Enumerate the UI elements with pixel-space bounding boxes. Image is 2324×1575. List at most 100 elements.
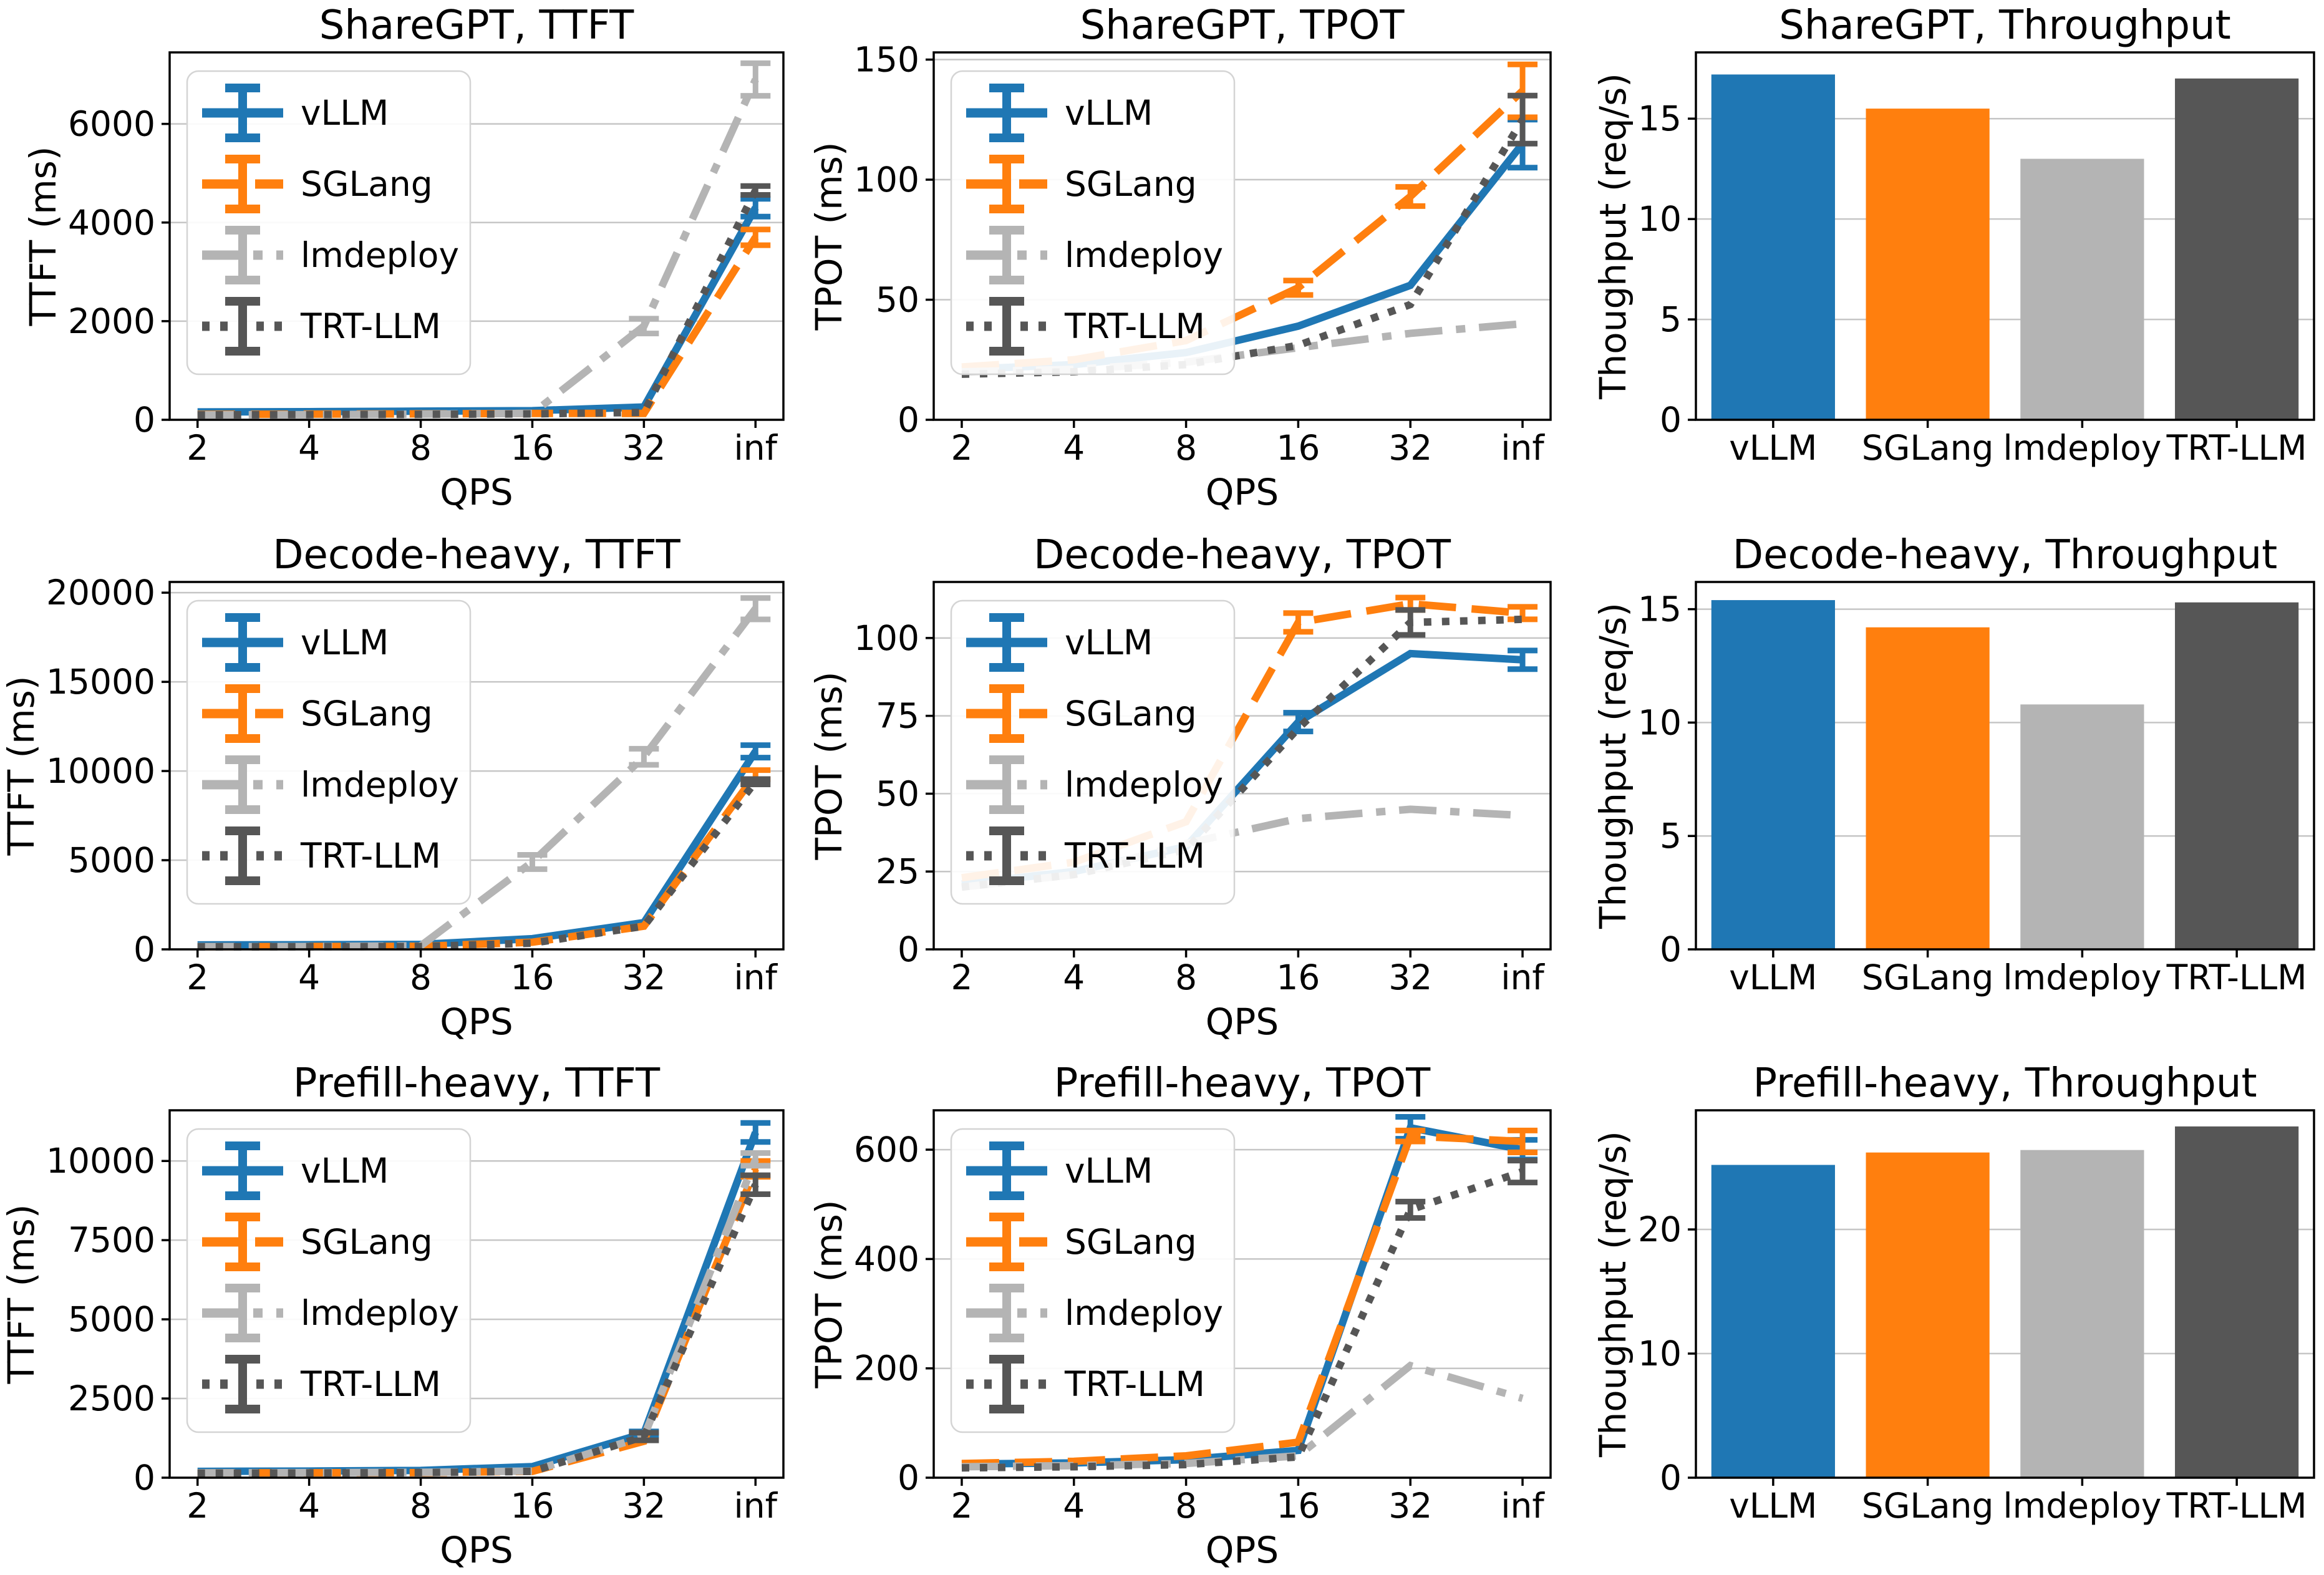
x-category-label: TRT-LLM xyxy=(2166,1486,2307,1526)
chart-decode-heavy-ttft: 0 5000 10000 15000 20000 TTFT (ms) Decode-heav… xyxy=(0,532,785,1043)
x-tick-label: 32 xyxy=(1388,957,1432,997)
series-line-SGLang xyxy=(961,88,1526,371)
bar-lmdeploy xyxy=(2020,1150,2144,1478)
y-tick-label: 200 xyxy=(854,1349,919,1388)
x-axis-label: QPS xyxy=(440,1529,513,1571)
x-axis-label: QPS xyxy=(1206,1529,1279,1571)
axes-border xyxy=(932,51,1552,421)
y-tick-label: 0 xyxy=(1660,1458,1682,1498)
x-tick-label: 8 xyxy=(1175,1486,1197,1526)
y-tick-label: 75 xyxy=(876,696,919,736)
y-tick-label: 7500 xyxy=(68,1220,155,1260)
y-tick-label: 20 xyxy=(1638,1209,1682,1249)
x-tick-label: 8 xyxy=(410,957,432,997)
y-tick-label: 5000 xyxy=(68,1299,155,1339)
chart-title: ShareGPT, TTFT xyxy=(319,2,634,49)
x-axis-label: QPS xyxy=(1206,1001,1279,1043)
axes-border xyxy=(1695,581,2315,951)
series-line-TRT-LLM xyxy=(961,1168,1524,1472)
x-category-label: lmdeploy xyxy=(2003,957,2161,997)
series-line-TRT-LLM xyxy=(197,779,759,951)
y-axis-label: TTFT (ms) xyxy=(0,676,42,856)
series-line-TRT-LLM xyxy=(197,1183,759,1477)
legend-label: SGLang xyxy=(301,164,433,204)
y-tick-label: 50 xyxy=(876,280,919,320)
legend-label: SGLang xyxy=(1065,694,1197,734)
x-tick-label: 32 xyxy=(1388,1486,1432,1526)
x-category-label: SGLang xyxy=(1862,957,1994,997)
x-category-label: TRT-LLM xyxy=(2166,957,2307,997)
legend-label: vLLM xyxy=(1065,623,1153,662)
y-axis-label: TTFT (ms) xyxy=(22,146,64,326)
y-tick-label: 0 xyxy=(898,400,919,440)
chart-title: ShareGPT, TPOT xyxy=(1080,2,1405,49)
legend-label: vLLM xyxy=(1065,93,1153,133)
y-tick-label: 0 xyxy=(133,1458,155,1498)
y-axis-label: TTFT (ms) xyxy=(0,1204,42,1384)
x-category-label: SGLang xyxy=(1862,1486,1994,1526)
legend-label: lmdeploy xyxy=(301,765,459,805)
x-tick-label: 4 xyxy=(298,957,320,997)
chart-title: Decode-heavy, TPOT xyxy=(1034,532,1451,578)
legend-label: lmdeploy xyxy=(1065,235,1223,275)
y-tick-label: 10000 xyxy=(46,751,155,791)
y-tick-label: 4000 xyxy=(68,203,155,243)
series-line-SGLang xyxy=(961,599,1523,882)
x-tick-label: 16 xyxy=(510,957,554,997)
y-tick-label: 5 xyxy=(1660,299,1682,339)
x-tick-label: 2 xyxy=(951,1486,972,1526)
axes-border xyxy=(168,581,785,951)
x-tick-label: 8 xyxy=(410,1486,432,1526)
y-tick-label: 0 xyxy=(133,929,155,969)
y-tick-label: 400 xyxy=(854,1239,919,1279)
x-tick-label: inf xyxy=(1501,957,1545,997)
legend-label: vLLM xyxy=(301,1151,389,1191)
y-tick-label: 50 xyxy=(876,773,919,813)
bar-SGLang xyxy=(1866,627,1990,949)
bar-TRT-LLM xyxy=(2175,1126,2299,1478)
legend-label: TRT-LLM xyxy=(300,836,441,876)
y-tick-label: 15 xyxy=(1638,99,1682,138)
y-tick-label: 0 xyxy=(133,400,155,440)
x-tick-label: 2 xyxy=(186,1486,208,1526)
y-tick-label: 0 xyxy=(898,1458,919,1498)
x-tick-label: 32 xyxy=(622,957,666,997)
x-tick-label: 8 xyxy=(1175,957,1197,997)
x-tick-label: 2 xyxy=(186,428,208,468)
y-tick-label: 2000 xyxy=(68,301,155,341)
x-axis-label: QPS xyxy=(440,1001,513,1043)
legend-label: SGLang xyxy=(301,694,433,734)
x-axis-label: QPS xyxy=(440,471,513,513)
y-tick-label: 5 xyxy=(1660,816,1682,856)
y-tick-label: 100 xyxy=(854,160,919,200)
bar-lmdeploy xyxy=(2020,704,2144,949)
legend-label: TRT-LLM xyxy=(1064,836,1205,876)
y-tick-label: 15 xyxy=(1638,589,1682,629)
chart-title: Prefill-heavy, Throughput xyxy=(1753,1060,2257,1107)
x-category-label: vLLM xyxy=(1729,428,1817,468)
x-category-label: TRT-LLM xyxy=(2166,428,2307,468)
y-axis-label: TPOT (ms) xyxy=(808,1200,850,1389)
y-tick-label: 2500 xyxy=(68,1379,155,1418)
x-tick-label: 32 xyxy=(622,1486,666,1526)
y-axis-label: TPOT (ms) xyxy=(808,672,850,861)
legend-label: lmdeploy xyxy=(301,1293,459,1333)
x-tick-label: 16 xyxy=(510,1486,554,1526)
y-axis-label: Thoughput (req/s) xyxy=(1592,73,1634,400)
x-category-label: vLLM xyxy=(1729,1486,1817,1526)
legend-label: SGLang xyxy=(1065,164,1197,204)
bar-SGLang xyxy=(1866,1152,1990,1478)
y-tick-label: 15000 xyxy=(46,662,155,702)
axes-border xyxy=(168,51,785,421)
bar-vLLM xyxy=(1711,1165,1835,1478)
x-tick-label: 2 xyxy=(186,957,208,997)
y-tick-label: 10 xyxy=(1638,1334,1682,1374)
y-tick-label: 100 xyxy=(854,618,919,658)
